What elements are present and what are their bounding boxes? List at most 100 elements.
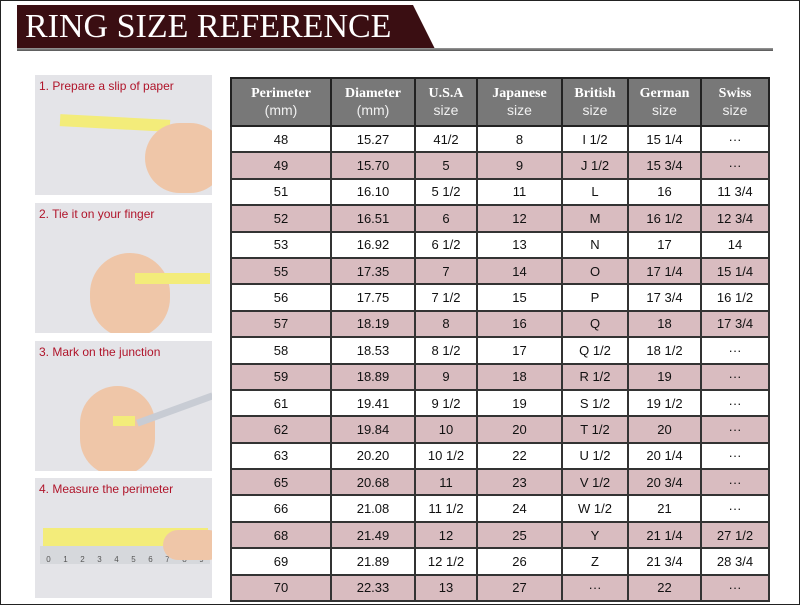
table-cell: I 1/2 [561, 124, 629, 154]
table-cell: 9 [414, 362, 478, 391]
table-cell: 17 1/4 [627, 256, 702, 286]
table-cell: 27 [476, 573, 563, 603]
header-unit: size [652, 102, 677, 118]
table-cell: 23 [476, 468, 563, 497]
table-cell: ··· [700, 468, 770, 497]
table-cell: 21.89 [330, 547, 416, 576]
table-cell: 17.35 [330, 256, 416, 286]
table-cell: 22 [627, 573, 702, 603]
table-cell: W 1/2 [561, 494, 629, 523]
header-label: U.S.A [428, 86, 464, 101]
hand [90, 253, 170, 333]
table-cell: 53 [230, 230, 332, 259]
table-cell: 48 [230, 124, 332, 154]
column-header: Japanese size [476, 77, 563, 127]
table-cell: ··· [700, 573, 770, 603]
table-cell: 5 1/2 [414, 177, 478, 207]
table-cell: Y [561, 520, 629, 550]
header-label: Diameter [345, 86, 401, 101]
column-header: British size [561, 77, 629, 127]
table-cell: 19 [627, 362, 702, 391]
header-label: German [639, 86, 690, 101]
ruler-tick: 2 [80, 555, 85, 564]
table-row: 58 18.53 8 1/2 17 Q 1/2 18 1/2 ··· [230, 336, 770, 365]
table-cell: 68 [230, 520, 332, 550]
header-unit: size [582, 102, 608, 118]
header-unit: (mm) [356, 102, 390, 118]
table-row: 49 15.70 5 9 J 1/2 15 3/4 ··· [230, 151, 770, 180]
table-cell: 27 1/2 [700, 520, 770, 550]
table-cell: 16 [627, 177, 702, 207]
table-cell: 8 [414, 309, 478, 339]
table-cell: 7 [414, 256, 478, 286]
table-cell: 21 [627, 494, 702, 523]
table-cell: 51 [230, 177, 332, 207]
table-cell: ··· [700, 362, 770, 391]
table-cell: 20 1/4 [627, 441, 702, 471]
ruler-tick: 6 [148, 555, 153, 564]
table-cell: 56 [230, 283, 332, 312]
table-cell: ··· [700, 494, 770, 523]
table-cell: 49 [230, 151, 332, 180]
table-row: 53 16.92 6 1/2 13 N 17 14 [230, 230, 770, 259]
table-cell: 17 3/4 [627, 283, 702, 312]
table-cell: 9 [476, 151, 563, 180]
table-cell: 12 [414, 520, 478, 550]
table-cell: 21 3/4 [627, 547, 702, 576]
ruler-tick: 0 [46, 555, 51, 564]
header-unit: size [433, 102, 459, 118]
table-cell: Z [561, 547, 629, 576]
table-cell: 58 [230, 336, 332, 365]
column-header: U.S.A size [414, 77, 478, 127]
column-header: Diameter (mm) [330, 77, 416, 127]
table-cell: 19 [476, 388, 563, 418]
table-cell: 25 [476, 520, 563, 550]
table-cell: 59 [230, 362, 332, 391]
table-cell: 16.92 [330, 230, 416, 259]
table-cell: 52 [230, 204, 332, 233]
table-row: 63 20.20 10 1/2 22 U 1/2 20 1/4 ··· [230, 441, 770, 471]
table-cell: 63 [230, 441, 332, 471]
column-header: Swiss size [700, 77, 770, 127]
divider [17, 48, 773, 51]
hand [163, 530, 212, 560]
hand [145, 123, 212, 193]
table-row: 48 15.27 41/2 8 I 1/2 15 1/4 ··· [230, 124, 770, 154]
table-cell: 15.70 [330, 151, 416, 180]
table-cell: 22 [476, 441, 563, 471]
table-cell: O [561, 256, 629, 286]
table-cell: 11 [414, 468, 478, 497]
page-title: RING SIZE REFERENCE [25, 8, 392, 45]
table-cell: 6 1/2 [414, 230, 478, 259]
header-unit: size [722, 102, 748, 118]
step-1-image: 1. Prepare a slip of paper [35, 75, 212, 195]
table-cell: 11 [476, 177, 563, 207]
table-cell: 26 [476, 547, 563, 576]
step-label: 3. Mark on the junction [39, 345, 161, 359]
table-cell: 15 1/4 [627, 124, 702, 154]
table-cell: 70 [230, 573, 332, 603]
table-cell: ··· [700, 388, 770, 418]
hand [80, 386, 155, 471]
table-cell: 16.51 [330, 204, 416, 233]
step-3-image: 3. Mark on the junction [35, 341, 212, 471]
table-cell: 9 1/2 [414, 388, 478, 418]
table-cell: 16 1/2 [700, 283, 770, 312]
table-row: 57 18.19 8 16 Q 18 17 3/4 [230, 309, 770, 339]
table-row: 59 18.89 9 18 R 1/2 19 ··· [230, 362, 770, 391]
table-cell: 57 [230, 309, 332, 339]
paper-strip [113, 416, 135, 426]
table-cell: 20.68 [330, 468, 416, 497]
table-cell: Q 1/2 [561, 336, 629, 365]
table-row: 70 22.33 13 27 ··· 22 ··· [230, 573, 770, 603]
header-unit: size [507, 102, 532, 118]
table-cell: N [561, 230, 629, 259]
table-cell: 61 [230, 388, 332, 418]
column-header: German size [627, 77, 702, 127]
table-cell: V 1/2 [561, 468, 629, 497]
table-cell: 8 [476, 124, 563, 154]
table-cell: 17 [476, 336, 563, 365]
table-cell: 13 [414, 573, 478, 603]
table-cell: R 1/2 [561, 362, 629, 391]
table-cell: 55 [230, 256, 332, 286]
